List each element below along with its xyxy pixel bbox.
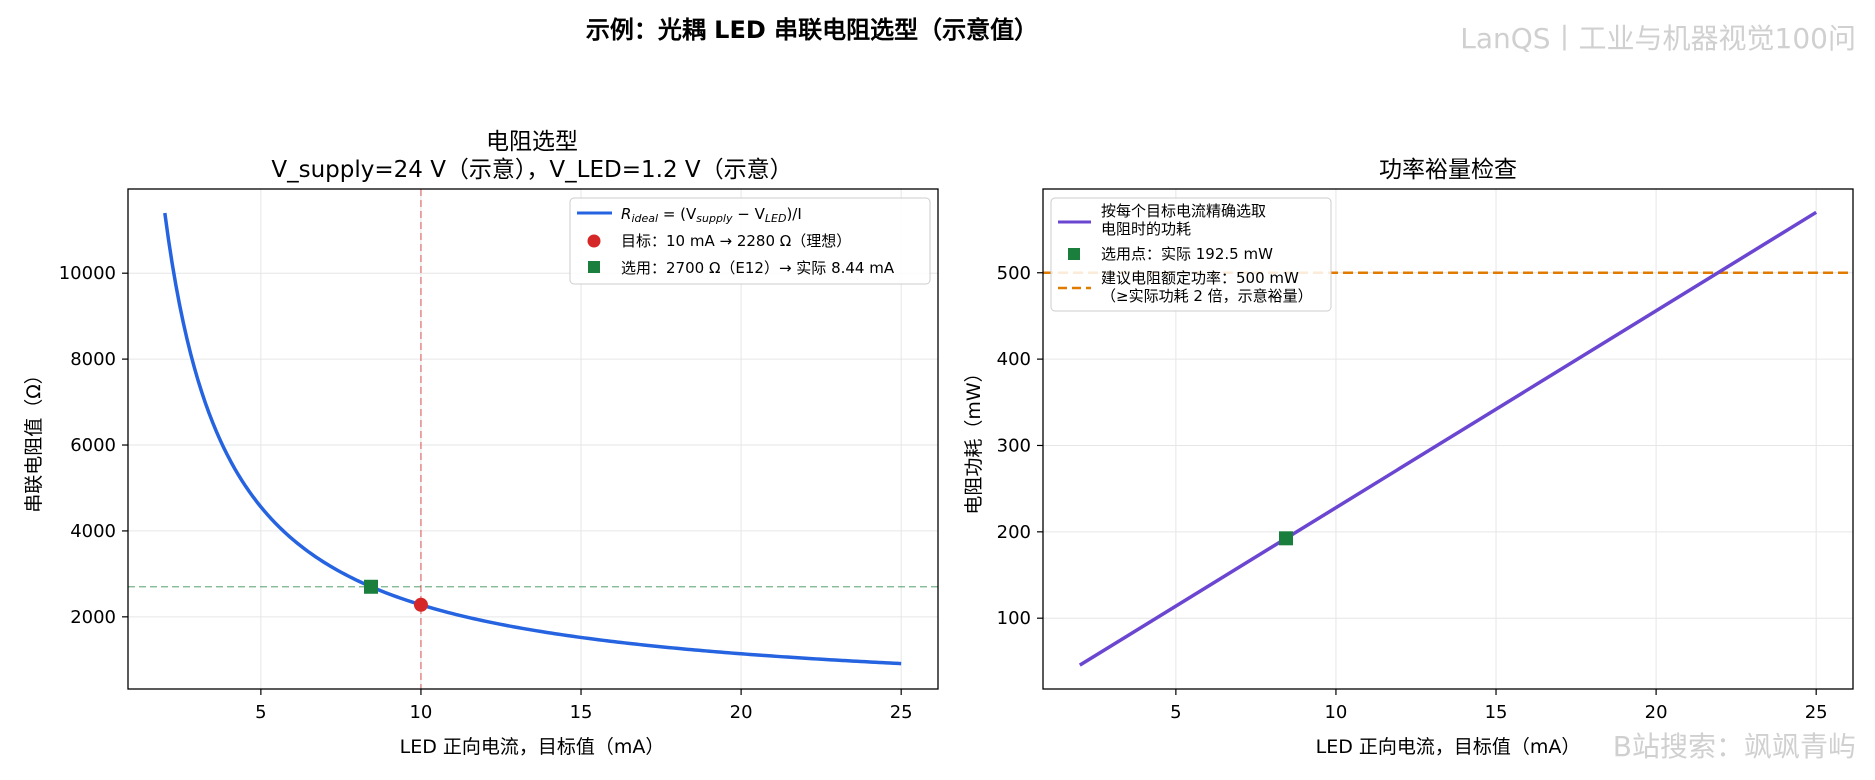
watermark-bottom-right: B站搜索：飒飒青屿 xyxy=(1613,730,1856,763)
left-resistance-curve xyxy=(163,212,902,666)
right-y-axis-label: 电阻功耗（mW） xyxy=(963,363,985,514)
right-x-tick-label: 5 xyxy=(1170,702,1181,723)
left-x-tick-label: 25 xyxy=(890,702,913,723)
left-y-tick-label: 4000 xyxy=(70,521,116,542)
left-y-tick-label: 10000 xyxy=(59,263,116,284)
left-x-tick-label: 20 xyxy=(730,702,753,723)
left-chosen-point xyxy=(364,579,378,594)
right-ticks: 5 10 15 20 25 100 200 300 400 500 xyxy=(997,263,1828,723)
left-target-point xyxy=(413,597,428,612)
left-ticks: 5 10 15 20 25 2000 4000 6000 8000 10000 xyxy=(59,263,913,723)
power-margin-chart: 功率裕量检查 5 10 15 20 25 100 200 300 400 500 LED 正向电流… xyxy=(963,157,1854,758)
left-y-tick-label: 6000 xyxy=(70,435,116,456)
left-legend: Rideal = (Vsupply − VLED)/I 目标：10 mA → 2… xyxy=(569,197,931,285)
right-x-axis-label: LED 正向电流，目标值（mA） xyxy=(1316,736,1581,758)
legend-chosen-point-marker xyxy=(1068,248,1080,260)
right-y-tick-label: 100 xyxy=(997,608,1031,629)
legend-chosen-point-label: 选用点：实际 192.5 mW xyxy=(1101,245,1273,263)
legend-rating-label-line1: 建议电阻额定功率：500 mW xyxy=(1101,269,1299,287)
left-y-tick-label: 2000 xyxy=(70,607,116,628)
resistor-selection-chart: 电阻选型 V_supply=24 V（示意），V_LED=1.2 V（示意） 5… xyxy=(23,129,939,758)
left-x-axis-label: LED 正向电流，目标值（mA） xyxy=(400,736,665,758)
right-x-tick-label: 25 xyxy=(1805,702,1828,723)
left-axes-frame xyxy=(127,188,939,690)
right-chart-title: 功率裕量检查 xyxy=(1379,157,1517,183)
legend-target-label: 目标：10 mA → 2280 Ω（理想） xyxy=(621,232,851,250)
legend-power-label-line2: 电阻时的功耗 xyxy=(1101,220,1191,238)
legend-rating-label-line2: （≥实际功耗 2 倍，示意裕量） xyxy=(1101,287,1313,305)
legend-chosen-label: 选用：2700 Ω（E12）→ 实际 8.44 mA xyxy=(621,259,895,277)
right-x-tick-label: 20 xyxy=(1645,702,1668,723)
right-chosen-point xyxy=(1279,531,1293,546)
right-y-tick-label: 500 xyxy=(997,263,1031,284)
legend-power-label-line1: 按每个目标电流精确选取 xyxy=(1101,202,1266,220)
right-y-tick-label: 300 xyxy=(997,435,1031,456)
left-x-tick-label: 5 xyxy=(255,702,266,723)
right-y-tick-label: 400 xyxy=(997,349,1031,370)
right-y-tick-label: 200 xyxy=(997,522,1031,543)
left-x-tick-label: 10 xyxy=(409,702,432,723)
watermark-top-right: LanQS丨工业与机器视觉100问 xyxy=(1460,22,1856,55)
left-y-tick-label: 8000 xyxy=(70,349,116,370)
right-axes-frame xyxy=(1042,188,1854,690)
left-chart-title-line2: V_supply=24 V（示意），V_LED=1.2 V（示意） xyxy=(271,157,792,183)
legend-target-marker xyxy=(587,234,601,248)
right-x-tick-label: 10 xyxy=(1324,702,1347,723)
legend-curve-label: Rideal = (Vsupply − VLED)/I xyxy=(621,205,802,225)
left-x-tick-label: 15 xyxy=(570,702,593,723)
right-power-line xyxy=(1078,210,1818,667)
left-plot-data xyxy=(128,189,938,689)
figure-suptitle: 示例：光耦 LED 串联电阻选型（示意值） xyxy=(586,16,1038,44)
left-y-axis-label: 串联电阻值（Ω） xyxy=(23,365,45,513)
legend-chosen-marker xyxy=(588,261,600,273)
left-chart-title-line1: 电阻选型 xyxy=(486,129,578,155)
right-x-tick-label: 15 xyxy=(1485,702,1508,723)
right-legend: 按每个目标电流精确选取 电阻时的功耗 选用点：实际 192.5 mW 建议电阻额… xyxy=(1050,197,1332,312)
